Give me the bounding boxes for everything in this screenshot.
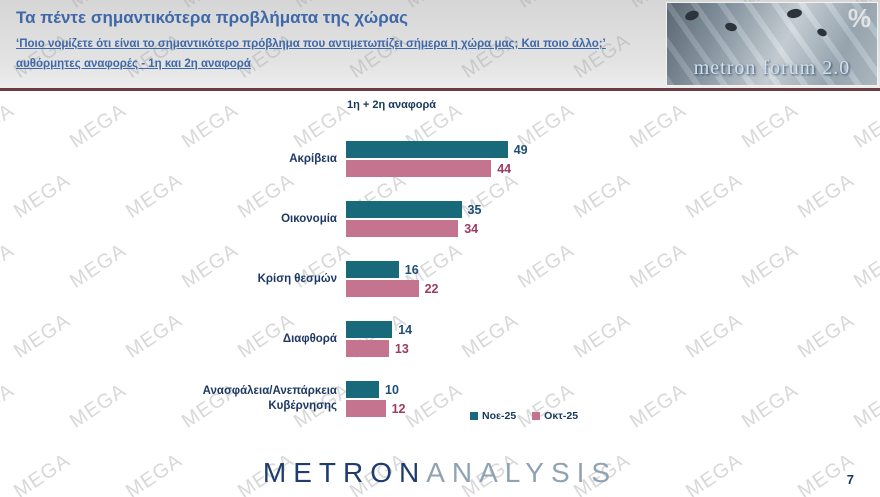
bar-Νοε-25 bbox=[346, 321, 393, 338]
bar-group: 35 34 bbox=[346, 201, 780, 237]
bar-line: 49 bbox=[346, 141, 780, 158]
logo-text: metron forum 2.0 bbox=[693, 57, 851, 79]
legend-item: Οκτ-25 bbox=[532, 410, 578, 422]
bar-value: 12 bbox=[391, 401, 406, 416]
chart-row: Κρίση θεσμών 16 22 bbox=[0, 261, 780, 297]
bar-Οκτ-25 bbox=[346, 400, 386, 417]
metron-analysis-wordmark: METRONANALYSIS bbox=[0, 457, 880, 489]
bar-Νοε-25 bbox=[346, 201, 462, 218]
bar-value: 49 bbox=[513, 142, 528, 157]
bar-value: 10 bbox=[385, 382, 399, 397]
legend-label: Νοε-25 bbox=[482, 410, 517, 422]
category-label: Ανασφάλεια/Ανεπάρκεια Κυβέρνησης bbox=[202, 385, 337, 412]
logo-photo-figure bbox=[683, 8, 701, 23]
wordmark-analysis: ANALYSIS bbox=[426, 457, 618, 488]
bar-line: 35 bbox=[346, 201, 780, 218]
chart-rows: Ακρίβεια 49 44 Οικονομία 35 34 Κρίση θεσμών 16 2… bbox=[0, 141, 780, 441]
bar-Νοε-25 bbox=[346, 141, 508, 158]
percent-symbol: % bbox=[847, 3, 871, 33]
bar-value: 35 bbox=[467, 202, 482, 217]
watermark-text: MEGA bbox=[793, 309, 859, 363]
bar-Οκτ-25 bbox=[346, 160, 492, 177]
header: Τα πέντε σημαντικότερα προβλήματα της χώ… bbox=[16, 8, 656, 74]
bar-line: 16 bbox=[346, 261, 780, 278]
bar-line: 14 bbox=[346, 321, 780, 338]
slide-title: Τα πέντε σημαντικότερα προβλήματα της χώ… bbox=[16, 8, 409, 27]
chart-row: Ακρίβεια 49 44 bbox=[0, 141, 780, 177]
bar-Νοε-25 bbox=[346, 381, 379, 398]
subtitle-line-1: ‘Ποιο νομίζετε ότι είναι το σημαντικότερ… bbox=[16, 38, 606, 50]
bar-group: 10 12 bbox=[346, 381, 780, 417]
bar-value: 14 bbox=[398, 322, 413, 337]
bar-line: 12 bbox=[346, 400, 780, 417]
legend-label: Οκτ-25 bbox=[544, 410, 579, 422]
bar-line: 34 bbox=[346, 220, 780, 237]
bar-value: 44 bbox=[497, 161, 512, 176]
watermark-text: MEGA bbox=[849, 239, 880, 293]
bar-Οκτ-25 bbox=[346, 340, 389, 357]
logo-photo-figure bbox=[815, 27, 829, 38]
watermark-text: MEGA bbox=[849, 99, 880, 153]
logo-photo-figure bbox=[724, 21, 738, 33]
legend-swatch bbox=[470, 412, 478, 420]
bar-value: 34 bbox=[464, 221, 479, 236]
category-label: Διαφθορά bbox=[282, 332, 337, 345]
bar-line: 44 bbox=[346, 160, 780, 177]
bar-value: 16 bbox=[404, 262, 419, 277]
category-label: Οικονομία bbox=[281, 212, 337, 225]
logo-photo-figure bbox=[786, 7, 803, 20]
legend-item: Νοε-25 bbox=[470, 410, 516, 422]
bar-line: 22 bbox=[346, 280, 780, 297]
bar-value: 13 bbox=[394, 341, 409, 356]
category-label: Κρίση θεσμών bbox=[257, 272, 337, 285]
watermark-text: MEGA bbox=[849, 379, 880, 433]
legend-swatch bbox=[532, 412, 541, 420]
bar-Οκτ-25 bbox=[346, 220, 459, 237]
bar-Νοε-25 bbox=[346, 261, 399, 278]
chart-title: 1η + 2η αναφορά bbox=[347, 99, 437, 111]
wordmark-metron: METRON bbox=[262, 457, 427, 488]
metron-forum-logo: % metron forum 2.0 bbox=[666, 2, 878, 86]
slide-subtitle: ‘Ποιο νομίζετε ότι είναι το σημαντικότερ… bbox=[16, 35, 656, 74]
subtitle-line-2: αυθόρμητες αναφορές - 1η και 2η αναφορά bbox=[16, 57, 251, 70]
bar-group: 14 13 bbox=[346, 321, 780, 357]
bar-group: 16 22 bbox=[346, 261, 780, 297]
chart-legend: Νοε-25 Οκτ-25 bbox=[470, 410, 578, 422]
chart-row: Ανασφάλεια/Ανεπάρκεια Κυβέρνησης 10 12 bbox=[0, 381, 780, 417]
header-divider-line bbox=[0, 88, 880, 91]
bar-line: 13 bbox=[346, 340, 780, 357]
category-label: Ακρίβεια bbox=[289, 152, 337, 165]
bar-group: 49 44 bbox=[346, 141, 780, 177]
watermark-text: MEGA bbox=[793, 169, 859, 223]
bar-value: 22 bbox=[424, 281, 439, 296]
bar-Οκτ-25 bbox=[346, 280, 419, 297]
bar-line: 10 bbox=[346, 381, 780, 398]
chart-row: Οικονομία 35 34 bbox=[0, 201, 780, 237]
page-number: 7 bbox=[846, 472, 854, 487]
chart-row: Διαφθορά 14 13 bbox=[0, 321, 780, 357]
